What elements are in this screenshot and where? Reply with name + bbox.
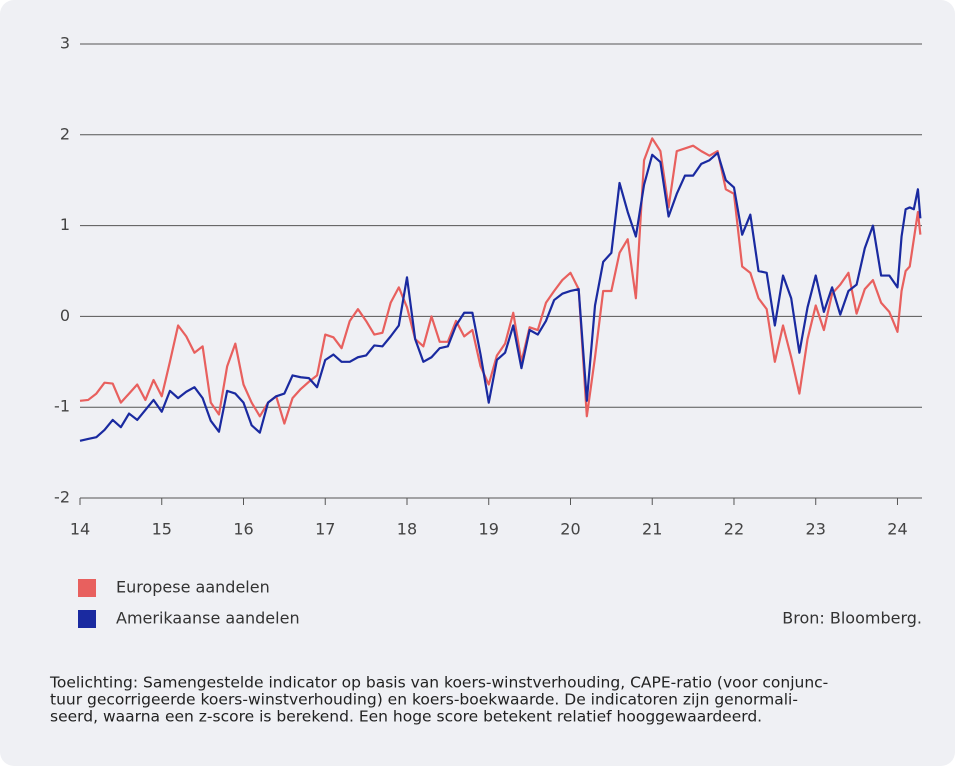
note-line: Toelichting: Samengestelde indicator op …	[49, 674, 828, 692]
y-tick-label: 2	[60, 124, 70, 143]
series-line	[79, 151, 922, 442]
y-tick-label: 0	[60, 306, 70, 325]
y-tick-label: -2	[54, 488, 70, 507]
y-tick-label: -1	[54, 397, 70, 416]
note-line: seerd, waarna een z-score is berekend. E…	[50, 708, 762, 726]
legend-label: Amerikaanse aandelen	[116, 609, 300, 628]
legend-swatch	[78, 579, 96, 597]
y-tick-label: 3	[60, 34, 70, 53]
x-tick-label: 21	[642, 520, 662, 539]
legend-swatch	[78, 610, 96, 628]
x-tick-label: 14	[70, 520, 90, 539]
x-tick-label: 22	[724, 520, 744, 539]
note-line: tuur gecorrigeerde koers-winstverhouding…	[50, 691, 798, 709]
x-tick-label: 15	[152, 520, 172, 539]
x-tick-label: 18	[397, 520, 417, 539]
x-tick-label: 17	[315, 520, 335, 539]
legend-label: Europese aandelen	[116, 578, 270, 597]
x-tick-label: 16	[233, 520, 253, 539]
x-tick-label: 23	[806, 520, 826, 539]
x-tick-label: 24	[887, 520, 907, 539]
source: Bron: Bloomberg.	[782, 609, 922, 628]
x-tick-label: 19	[479, 520, 499, 539]
series-line	[79, 137, 922, 425]
y-tick-label: 1	[60, 215, 70, 234]
x-tick-label: 20	[560, 520, 580, 539]
